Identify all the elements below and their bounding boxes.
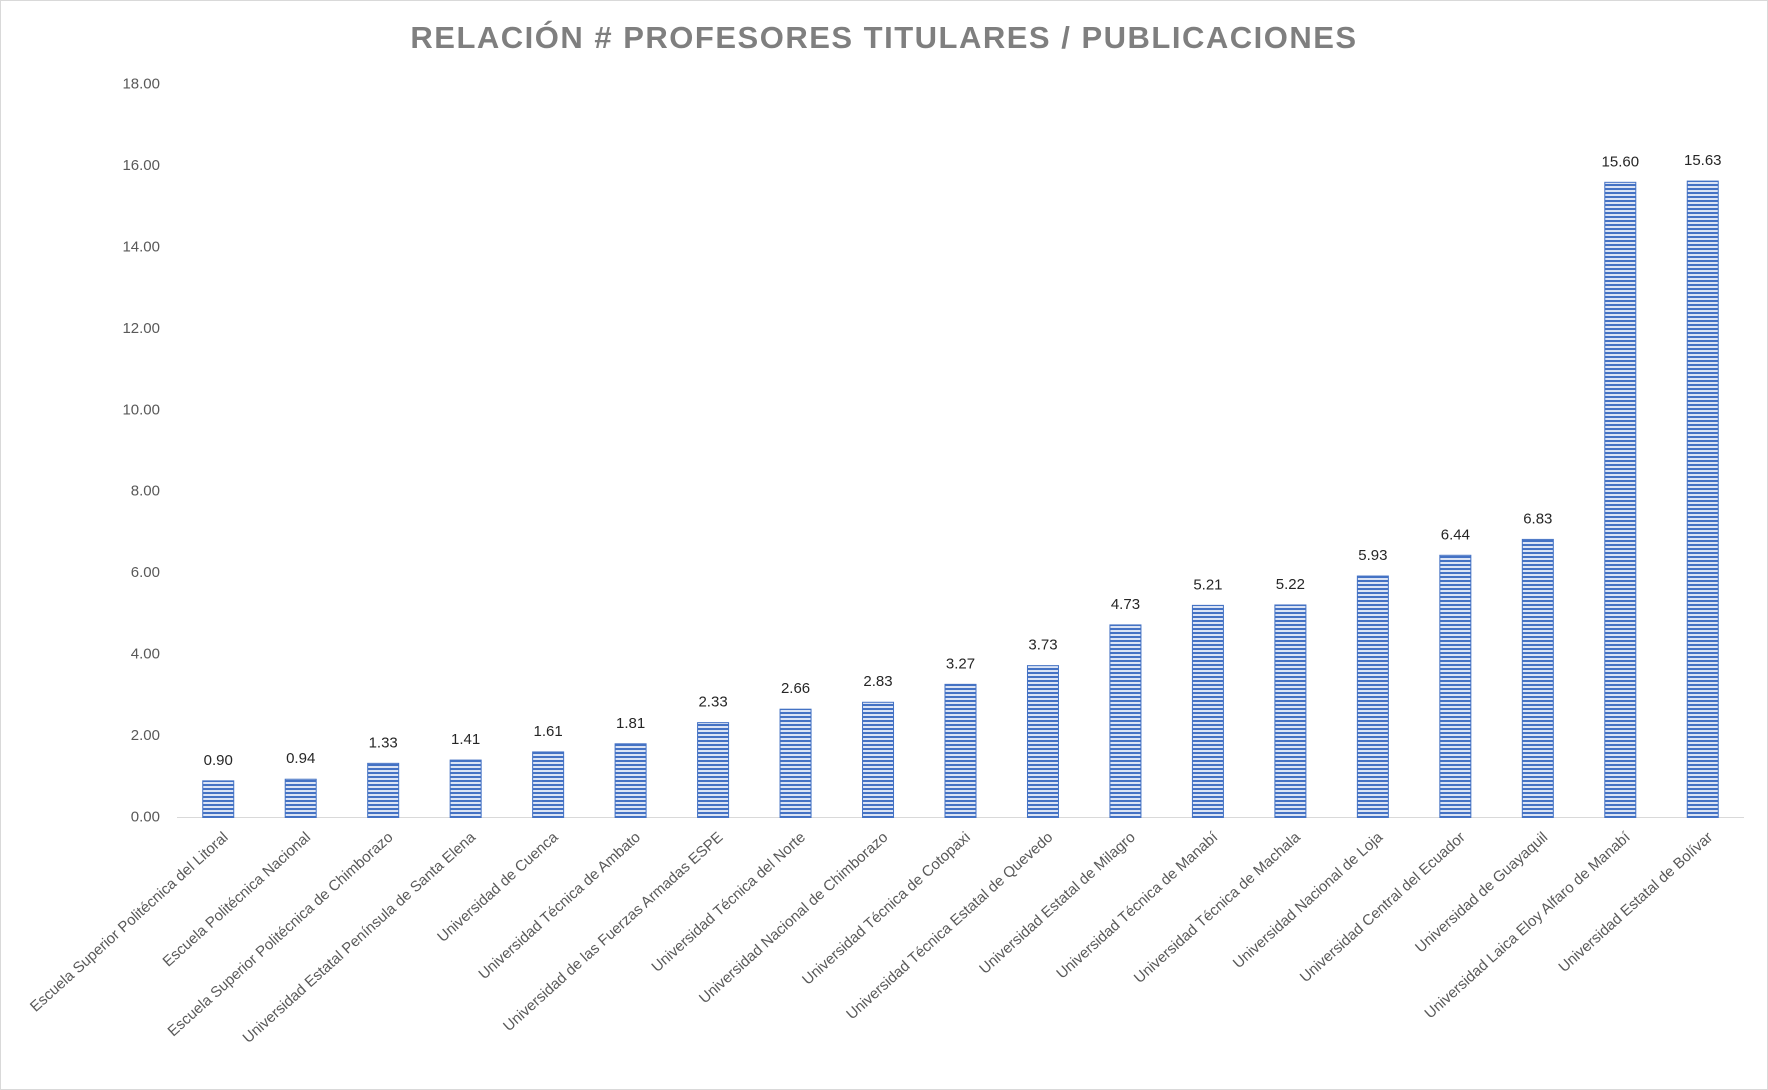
bar <box>862 701 895 819</box>
chart-title: RELACIÓN # PROFESORES TITULARES / PUBLIC… <box>410 19 1357 55</box>
bar <box>1604 181 1637 818</box>
value-label: 2.83 <box>863 673 892 690</box>
bar <box>1686 180 1719 818</box>
value-label: 5.93 <box>1358 547 1387 564</box>
value-label: 5.22 <box>1276 576 1305 593</box>
value-label: 15.60 <box>1602 153 1640 170</box>
bar <box>284 778 317 818</box>
bar <box>944 683 977 818</box>
y-tick-label: 2.00 <box>131 727 160 744</box>
y-tick-label: 6.00 <box>131 564 160 581</box>
bar <box>1521 538 1554 818</box>
y-tick-label: 10.00 <box>122 401 160 418</box>
value-label: 1.61 <box>534 723 563 740</box>
y-tick-label: 14.00 <box>122 238 160 255</box>
value-label: 3.73 <box>1028 637 1057 654</box>
value-label: 5.21 <box>1193 576 1222 593</box>
y-tick-label: 8.00 <box>131 483 160 500</box>
y-tick-label: 4.00 <box>131 646 160 663</box>
value-label: 3.27 <box>946 655 975 672</box>
value-label: 1.41 <box>451 731 480 748</box>
bar <box>614 743 647 819</box>
bar <box>1356 575 1389 818</box>
bar <box>1439 554 1472 818</box>
y-tick-label: 12.00 <box>122 320 160 337</box>
bar <box>449 759 482 818</box>
value-label: 1.81 <box>616 715 645 732</box>
value-label: 2.66 <box>781 680 810 697</box>
value-label: 2.33 <box>698 694 727 711</box>
bar <box>1026 665 1059 818</box>
y-tick-label: 0.00 <box>131 808 160 825</box>
value-label: 15.63 <box>1684 152 1722 169</box>
bar <box>202 780 235 818</box>
bar <box>532 751 565 818</box>
value-label: 0.94 <box>286 750 315 767</box>
bar <box>367 762 400 819</box>
y-tick-label: 18.00 <box>122 76 160 93</box>
value-label: 0.90 <box>204 752 233 769</box>
bar <box>1109 624 1142 818</box>
value-label: 1.33 <box>369 734 398 751</box>
bar <box>1274 604 1307 818</box>
value-label: 6.83 <box>1523 510 1552 527</box>
bar <box>697 722 730 819</box>
y-tick-label: 16.00 <box>122 157 160 174</box>
value-label: 6.44 <box>1441 526 1470 543</box>
bar <box>779 708 812 818</box>
bar <box>1191 604 1224 818</box>
value-label: 4.73 <box>1111 596 1140 613</box>
